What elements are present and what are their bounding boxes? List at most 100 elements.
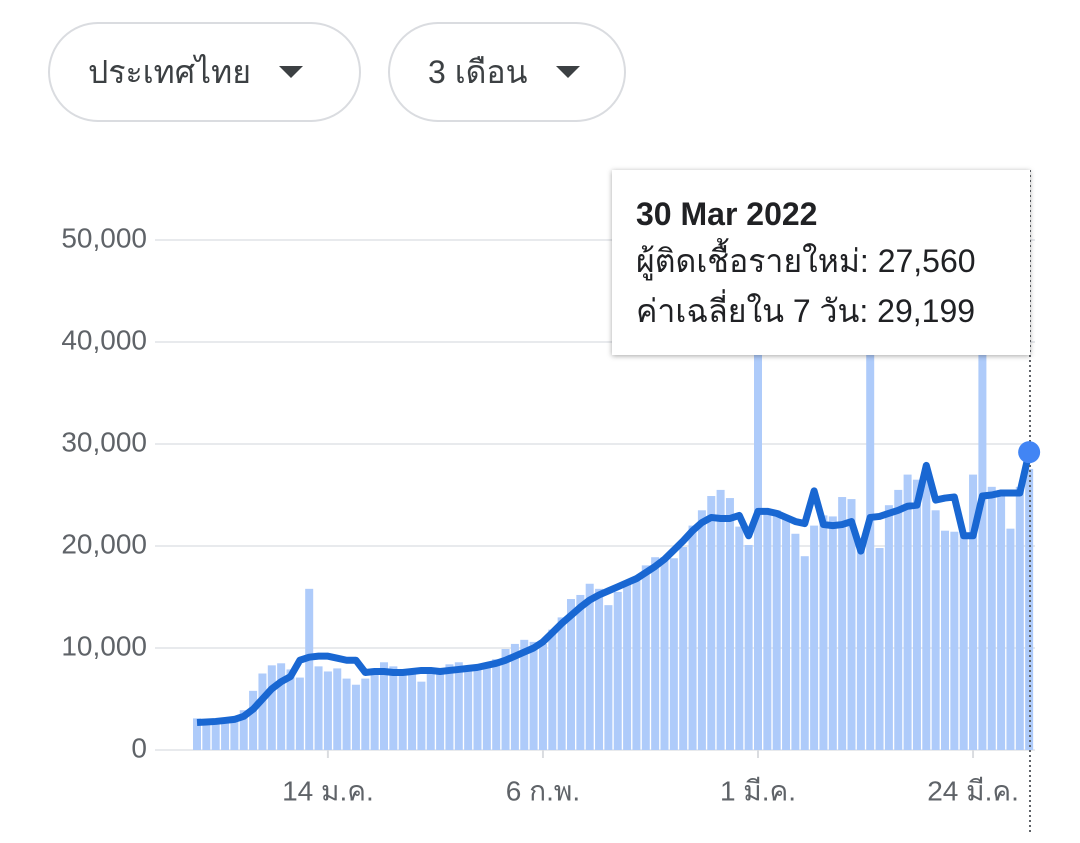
bar	[707, 496, 716, 750]
bar	[305, 588, 314, 750]
bar	[903, 474, 912, 750]
x-tick-label: 6 ก.พ.	[506, 775, 580, 806]
bar	[669, 558, 678, 750]
bar	[314, 666, 323, 750]
bar	[875, 548, 884, 750]
bar	[697, 510, 706, 750]
bar	[978, 291, 987, 750]
bar	[501, 649, 510, 750]
bar	[1006, 528, 1015, 750]
bar	[454, 662, 463, 750]
bar	[922, 475, 931, 750]
bar	[249, 690, 258, 750]
bar	[230, 718, 239, 750]
y-tick-label: 30,000	[61, 426, 147, 457]
bar	[828, 516, 837, 750]
bar	[221, 719, 230, 750]
y-tick-label: 20,000	[61, 528, 147, 559]
bar	[912, 479, 921, 750]
bar	[398, 672, 407, 750]
filter-label: ประเทศไทย	[88, 53, 251, 90]
y-tick-label: 40,000	[61, 324, 147, 355]
bar	[735, 526, 744, 750]
bar	[473, 669, 482, 750]
bar	[557, 617, 566, 750]
bar	[1025, 468, 1034, 750]
bar	[295, 677, 304, 750]
tooltip: 30 Mar 2022 ผู้ติดเชื้อรายใหม่: 27,560 ค…	[612, 170, 1030, 355]
bar	[351, 684, 360, 750]
bar	[567, 599, 575, 750]
bar	[894, 489, 903, 750]
bar	[847, 499, 856, 750]
bar	[529, 641, 538, 750]
bar	[323, 671, 332, 750]
average-line	[196, 451, 1033, 726]
bar	[380, 662, 388, 750]
bar	[510, 643, 519, 750]
bar	[267, 665, 276, 750]
bar	[613, 591, 622, 750]
bar	[286, 669, 295, 750]
bar	[370, 668, 379, 750]
bar	[716, 489, 725, 750]
bar	[211, 720, 220, 750]
bar	[819, 515, 828, 750]
bar	[436, 671, 445, 750]
bar	[651, 557, 660, 750]
bar	[585, 583, 594, 750]
bar	[763, 509, 772, 750]
bar	[810, 525, 819, 750]
bar	[277, 663, 286, 750]
y-tick-label: 50,000	[61, 222, 147, 253]
tooltip-title: 30 Mar 2022	[636, 196, 818, 232]
hover-point	[1018, 441, 1041, 464]
bar	[1015, 486, 1024, 750]
bar	[520, 639, 529, 750]
bar	[464, 668, 473, 750]
bar	[782, 519, 791, 750]
bar	[744, 544, 753, 750]
range-filter[interactable]: 3 เดือน	[388, 22, 626, 122]
bar	[838, 497, 847, 750]
bar	[997, 489, 1006, 750]
bar	[492, 659, 501, 750]
bar	[482, 667, 491, 750]
bar	[800, 556, 809, 750]
bar	[361, 678, 370, 750]
country-filter[interactable]: ประเทศไทย	[48, 22, 361, 122]
bar	[725, 498, 734, 750]
tooltip-line: ผู้ติดเชื้อรายใหม่: 27,560	[636, 243, 976, 279]
bar	[632, 576, 641, 750]
bar	[333, 668, 342, 750]
bar	[595, 588, 604, 750]
bar	[679, 547, 688, 750]
bar	[604, 605, 613, 750]
bar	[202, 719, 211, 750]
dropdown-arrow	[278, 66, 303, 78]
bar	[239, 710, 248, 750]
x-tick-label: 14 ม.ค.	[282, 775, 374, 806]
bar	[660, 557, 669, 750]
bar	[538, 643, 547, 750]
x-tick-label: 24 มี.ค.	[927, 775, 1019, 806]
bar	[641, 565, 650, 750]
bar	[258, 673, 267, 750]
bar	[426, 672, 435, 750]
y-tick-label: 10,000	[61, 630, 147, 661]
bar	[950, 531, 959, 750]
bar	[856, 540, 865, 750]
filter-label: 3 เดือน	[428, 53, 528, 90]
bar	[342, 678, 351, 750]
bar	[931, 510, 940, 750]
bar	[193, 718, 201, 750]
bar	[959, 533, 968, 750]
bar	[389, 666, 398, 750]
bar	[987, 486, 996, 750]
bar	[548, 629, 557, 750]
bar	[884, 505, 893, 750]
bar	[623, 583, 632, 750]
bar	[576, 594, 585, 750]
bar	[791, 533, 800, 750]
